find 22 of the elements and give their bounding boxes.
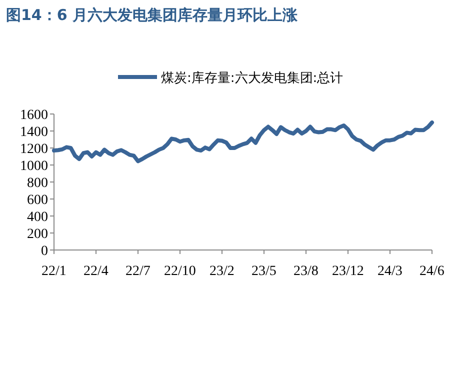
y-tick-label: 1600 xyxy=(20,108,48,123)
y-tick-label: 200 xyxy=(27,227,48,242)
y-tick-label: 1200 xyxy=(20,142,48,157)
x-tick-label: 23/5 xyxy=(252,264,276,279)
chart-title: 图14：6 月六大发电集团库存量月环比上涨 xyxy=(6,6,299,24)
x-tick-label: 23/8 xyxy=(294,264,318,279)
x-tick-label: 22/7 xyxy=(126,264,150,279)
y-tick-label: 1000 xyxy=(20,159,48,174)
legend-label: 煤炭:库存量:六大发电集团:总计 xyxy=(161,71,344,86)
x-tick-label: 22/4 xyxy=(84,264,108,279)
x-tick-label: 23/12 xyxy=(332,264,364,279)
x-tick-label: 24/6 xyxy=(420,264,444,279)
x-tick-label: 22/1 xyxy=(42,264,66,279)
x-tick-label: 23/2 xyxy=(210,264,234,279)
x-tick-label: 24/3 xyxy=(378,264,402,279)
y-tick-label: 600 xyxy=(27,193,48,208)
x-tick-label: 22/10 xyxy=(164,264,196,279)
y-tick-label: 400 xyxy=(27,210,48,225)
line-series xyxy=(52,120,434,164)
y-tick-label: 800 xyxy=(27,176,48,191)
y-tick-label: 1400 xyxy=(20,125,48,140)
y-tick-label: 0 xyxy=(41,244,48,259)
